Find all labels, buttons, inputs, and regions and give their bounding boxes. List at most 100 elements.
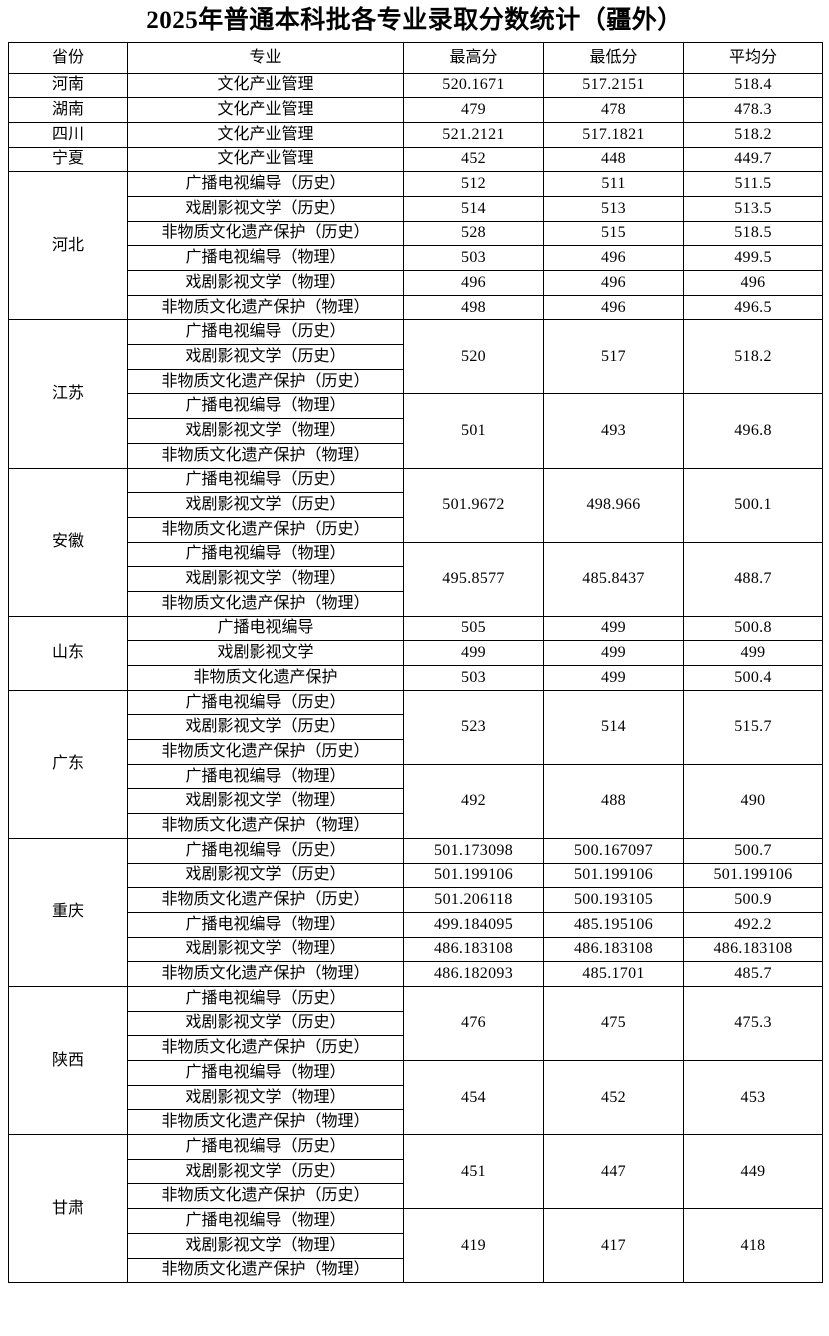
- province-cell: 重庆: [8, 837, 128, 987]
- min-score-cell: 447: [543, 1134, 684, 1210]
- table-row: 非物质文化遗产保护 503 499 500.4: [9, 665, 823, 691]
- major-cell: 非物质文化遗产保护（历史）: [127, 1183, 404, 1210]
- province-cell: 四川: [8, 121, 128, 148]
- min-score-cell: 478: [543, 97, 684, 123]
- header-min-score: 最低分: [543, 42, 684, 74]
- table-row: 非物质文化遗产保护（历史）: [9, 1035, 823, 1061]
- major-cell: 文化产业管理: [127, 97, 404, 123]
- min-score-cell: 485.1701: [543, 961, 684, 987]
- max-score-cell: 499: [403, 640, 544, 666]
- table-row: 非物质文化遗产保护（物理）: [9, 442, 823, 469]
- table-row: 安徽 广播电视编导（历史） 501.9672 498.966 500.1: [8, 467, 823, 617]
- avg-score-cell: 499: [683, 640, 823, 666]
- avg-score-cell: 478.3: [683, 97, 823, 123]
- table-row: 广播电视编导（物理） 501 493 496.8: [9, 393, 823, 469]
- avg-score-cell: 515.7: [683, 689, 823, 765]
- page-title: 2025年普通本科批各专业录取分数统计（疆外）: [146, 7, 683, 34]
- max-score-cell: 476: [403, 985, 544, 1062]
- table-row: 戏剧影视文学（物理） 496 496 496: [9, 270, 823, 296]
- max-score-cell: 520.1671: [403, 72, 544, 99]
- header-max-score: 最高分: [403, 42, 544, 74]
- min-score-cell: 485.8437: [543, 541, 684, 617]
- avg-score-cell: 449: [683, 1134, 823, 1210]
- avg-score-cell: 453: [683, 1059, 823, 1136]
- max-score-cell: 498: [403, 294, 544, 321]
- min-score-cell: 514: [543, 689, 684, 765]
- major-cell: 广播电视编导（物理）: [127, 763, 404, 790]
- table-row: 广东 广播电视编导（历史） 523 514 515.7: [8, 689, 823, 839]
- table-row: 宁夏 文化产业管理 452 448 449.7: [8, 146, 823, 173]
- avg-score-cell: 518.2: [683, 319, 823, 395]
- table-row: 山东 广播电视编导 505 499 500.8: [8, 615, 823, 691]
- avg-score-cell: 486.183108: [683, 936, 823, 963]
- table-row: 戏剧影视文学（历史）: [9, 492, 823, 518]
- table-row: 河北 广播电视编导（历史） 512 511 511.5: [8, 171, 823, 321]
- major-cell: 广播电视编导（物理）: [127, 1060, 404, 1086]
- table-row: 非物质文化遗产保护（物理） 486.182093 485.1701 485.7: [9, 961, 823, 987]
- table-row: 非物质文化遗产保护（历史）: [9, 368, 823, 395]
- table-row: 甘肃 广播电视编导（历史） 451 447 449: [8, 1134, 823, 1284]
- min-score-cell: 486.183108: [543, 936, 684, 963]
- avg-score-cell: 500.4: [683, 665, 823, 691]
- major-cell: 广播电视编导（历史）: [127, 467, 404, 494]
- table-row: 戏剧影视文学（历史）: [9, 1158, 823, 1185]
- major-cell: 非物质文化遗产保护（历史）: [127, 739, 404, 765]
- table-row: 戏剧影视文学（物理） 486.183108 486.183108 486.183108: [9, 936, 823, 963]
- major-cell: 非物质文化遗产保护（历史）: [127, 516, 404, 543]
- avg-score-cell: 475.3: [683, 985, 823, 1062]
- max-score-cell: 492: [403, 763, 544, 839]
- avg-score-cell: 449.7: [683, 146, 823, 173]
- avg-score-cell: 490: [683, 763, 823, 839]
- min-score-cell: 496: [543, 270, 684, 296]
- avg-score-cell: 500.7: [683, 837, 823, 864]
- min-score-cell: 499: [543, 665, 684, 691]
- province-cell: 山东: [8, 615, 128, 691]
- avg-score-cell: 511.5: [683, 171, 823, 197]
- max-score-cell: 501.9672: [403, 467, 544, 543]
- min-score-cell: 499: [543, 615, 684, 642]
- max-score-cell: 486.182093: [403, 961, 544, 987]
- max-score-cell: 501.199106: [403, 862, 544, 889]
- min-score-cell: 417: [543, 1208, 684, 1284]
- major-cell: 广播电视编导（物理）: [127, 245, 404, 271]
- major-cell: 戏剧影视文学（历史）: [127, 492, 404, 518]
- major-cell: 非物质文化遗产保护（物理）: [127, 813, 404, 839]
- table-row: 广播电视编导（物理） 419 417 418: [9, 1208, 823, 1284]
- avg-score-cell: 500.1: [683, 467, 823, 543]
- max-score-cell: 514: [403, 195, 544, 222]
- max-score-cell: 520: [403, 319, 544, 395]
- min-score-cell: 448: [543, 146, 684, 173]
- max-score-cell: 501.206118: [403, 887, 544, 913]
- table-row: 江苏 广播电视编导（历史） 520 517 518.2: [8, 319, 823, 469]
- table-row: 戏剧影视文学（历史） 514 513 513.5: [9, 195, 823, 222]
- header-province: 省份: [8, 42, 128, 74]
- avg-score-cell: 488.7: [683, 541, 823, 617]
- province-cell: 安徽: [8, 467, 128, 617]
- table-row: 广播电视编导（物理） 495.8577 485.8437 488.7: [9, 541, 823, 617]
- major-cell: 戏剧影视文学: [127, 640, 404, 666]
- table-row: 戏剧影视文学（物理）: [9, 1084, 823, 1111]
- major-cell: 广播电视编导（物理）: [127, 911, 404, 938]
- major-cell: 非物质文化遗产保护（物理）: [127, 294, 404, 321]
- table-row: 陕西 广播电视编导（历史） 476 475 475.3: [8, 985, 823, 1136]
- avg-score-cell: 496.5: [683, 294, 823, 321]
- max-score-cell: 451: [403, 1134, 544, 1210]
- table-row: 河南 文化产业管理 520.1671 517.2151 518.4: [8, 72, 823, 99]
- max-score-cell: 495.8577: [403, 541, 544, 617]
- avg-score-cell: 499.5: [683, 245, 823, 271]
- table-row: 非物质文化遗产保护（物理）: [9, 813, 823, 839]
- table-row: 非物质文化遗产保护（历史）: [9, 516, 823, 543]
- table-body: 河南 文化产业管理 520.1671 517.2151 518.4 湖南 文化产业管理 479…: [8, 72, 823, 1284]
- major-cell: 广播电视编导（历史）: [127, 319, 404, 346]
- table-row: 广播电视编导（物理） 503 496 499.5: [9, 245, 823, 271]
- major-cell: 非物质文化遗产保护（物理）: [127, 442, 404, 469]
- max-score-cell: 501: [403, 393, 544, 469]
- table-row: 广播电视编导（物理） 499.184095 485.195106 492.2: [9, 911, 823, 938]
- avg-score-cell: 501.199106: [683, 862, 823, 889]
- table-row: 戏剧影视文学（历史）: [9, 1010, 823, 1037]
- major-cell: 非物质文化遗产保护（物理）: [127, 590, 404, 617]
- avg-score-cell: 513.5: [683, 195, 823, 222]
- header-major: 专业: [127, 42, 404, 74]
- table-row: 戏剧影视文学（历史） 501.199106 501.199106 501.199106: [9, 862, 823, 889]
- avg-score-cell: 518.4: [683, 72, 823, 99]
